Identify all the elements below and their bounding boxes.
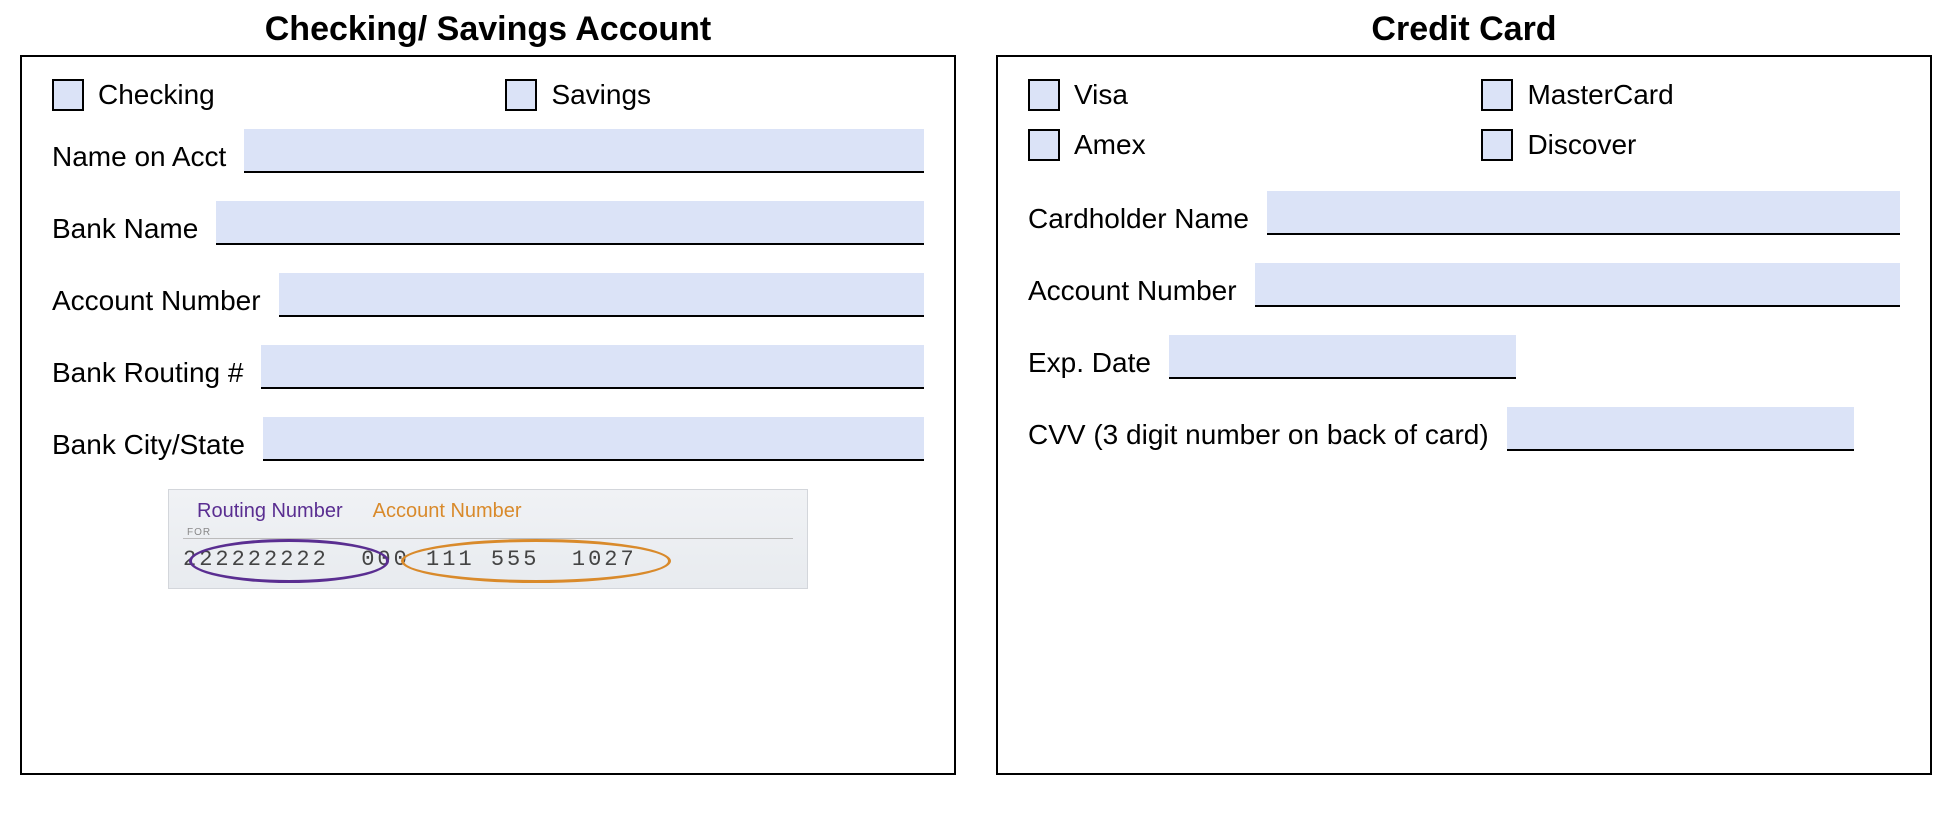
amex-checkbox[interactable] <box>1028 129 1060 161</box>
credit-card-title: Credit Card <box>996 10 1932 49</box>
bank-routing-input[interactable] <box>261 345 924 389</box>
micr-line: 222222222 000 111 555 1027 <box>183 538 793 572</box>
visa-label: Visa <box>1074 79 1128 111</box>
mastercard-checkbox[interactable] <box>1481 79 1513 111</box>
name-on-acct-label: Name on Acct <box>52 141 226 173</box>
check-diagram: Routing Number Account Number FOR 222222… <box>168 489 808 589</box>
discover-label: Discover <box>1527 129 1636 161</box>
bank-name-label: Bank Name <box>52 213 198 245</box>
bank-routing-label: Bank Routing # <box>52 357 243 389</box>
checking-savings-panel: Checking Savings Name on Acct Bank Name … <box>20 55 956 775</box>
account-number-input[interactable] <box>279 273 924 317</box>
savings-checkbox[interactable] <box>505 79 537 111</box>
routing-digits: 222222222 <box>183 547 329 572</box>
cardholder-name-label: Cardholder Name <box>1028 203 1249 235</box>
savings-label: Savings <box>551 79 651 111</box>
mastercard-label: MasterCard <box>1527 79 1673 111</box>
bank-name-input[interactable] <box>216 201 924 245</box>
amex-label: Amex <box>1074 129 1146 161</box>
account-number-label: Account Number <box>52 285 261 317</box>
bank-city-state-input[interactable] <box>263 417 924 461</box>
cvv-input[interactable] <box>1507 407 1854 451</box>
cardholder-name-input[interactable] <box>1267 191 1900 235</box>
checking-label: Checking <box>98 79 215 111</box>
routing-number-caption: Routing Number <box>197 500 343 523</box>
cc-account-number-input[interactable] <box>1255 263 1900 307</box>
checking-savings-title: Checking/ Savings Account <box>20 10 956 49</box>
bank-city-state-label: Bank City/State <box>52 429 245 461</box>
visa-checkbox[interactable] <box>1028 79 1060 111</box>
check-number-digits: 1027 <box>572 547 637 572</box>
account-digits: 000 111 555 <box>361 547 539 572</box>
for-text: FOR <box>187 527 793 538</box>
cvv-label: CVV (3 digit number on back of card) <box>1028 419 1489 451</box>
checking-checkbox[interactable] <box>52 79 84 111</box>
exp-date-label: Exp. Date <box>1028 347 1151 379</box>
credit-card-panel: Visa MasterCard Amex Discover Cardhol <box>996 55 1932 775</box>
cc-account-number-label: Account Number <box>1028 275 1237 307</box>
account-number-caption: Account Number <box>373 500 522 523</box>
name-on-acct-input[interactable] <box>244 129 924 173</box>
discover-checkbox[interactable] <box>1481 129 1513 161</box>
exp-date-input[interactable] <box>1169 335 1516 379</box>
